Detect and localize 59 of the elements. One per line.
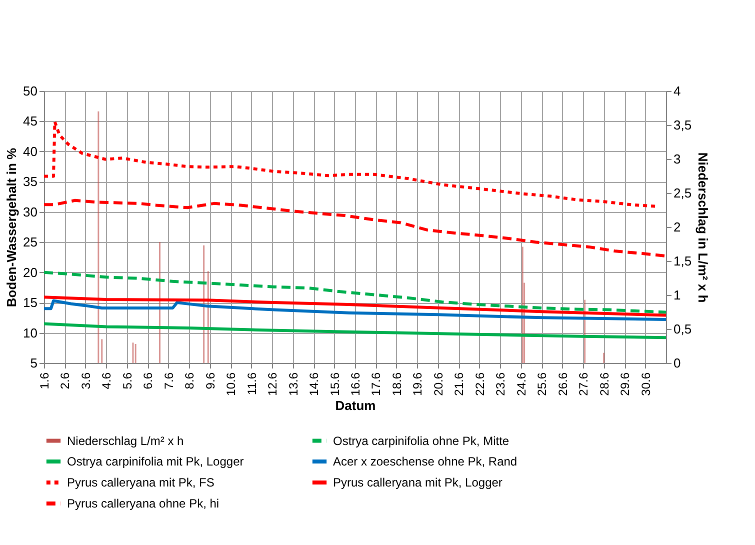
x-tick-label: 6.6	[141, 372, 156, 390]
y-tick-label: 45	[23, 114, 38, 129]
x-tick-label: 8.6	[182, 372, 197, 390]
x-tick-label: 27.6	[576, 372, 591, 396]
legend-label: Acer x zoeschense ohne Pk, Rand	[333, 454, 518, 468]
x-tick-label: 1.6	[38, 372, 52, 390]
y2-axis-title: Niederschlag in L/m² x h	[696, 152, 711, 303]
x-tick-label: 3.6	[78, 372, 93, 390]
x-tick-label: 18.6	[390, 372, 404, 396]
x-tick-label: 7.6	[162, 372, 176, 390]
y2-tick-label: 1	[674, 288, 681, 302]
x-tick-label: 17.6	[369, 372, 384, 396]
y-tick-label: 15	[23, 295, 38, 310]
y-tick-label: 40	[23, 144, 38, 159]
legend-label: Pyrus calleryana mit Pk, FS	[67, 476, 214, 490]
legend-label: Ostrya carpinifolia ohne Pk, Mitte	[333, 434, 510, 448]
legend-label: Ostrya carpinifolia mit Pk, Logger	[67, 454, 244, 468]
y2-tick-label: 3,5	[674, 118, 692, 132]
x-tick-label: 2.6	[58, 372, 72, 390]
x-tick-label: 12.6	[266, 372, 280, 396]
y-tick-label: 50	[23, 84, 38, 98]
x-tick-label: 11.6	[244, 372, 259, 395]
x-tick-label: 15.6	[328, 372, 342, 396]
x-tick-label: 22.6	[472, 372, 487, 396]
x-tick-label: 4.6	[100, 372, 114, 390]
y2-tick-label: 2,5	[674, 186, 692, 200]
y-tick-label: 25	[23, 234, 38, 250]
x-tick-label: 30.6	[638, 372, 653, 396]
legend-label: Niederschlag L/m² x h	[67, 434, 184, 448]
x-tick-label: 25.6	[535, 372, 550, 396]
x-tick-label: 5.6	[120, 372, 134, 390]
y2-tick-label: 3	[674, 152, 681, 166]
y2-tick-label: 0,5	[674, 322, 692, 336]
x-tick-label: 9.6	[203, 372, 218, 390]
y-tick-label: 20	[23, 264, 38, 280]
x-tick-label: 26.6	[556, 372, 570, 396]
y2-tick-label: 0	[674, 356, 681, 370]
y-axis-title: Boden-Wassergehalt in %	[4, 147, 20, 308]
y2-tick-label: 4	[674, 84, 681, 98]
y2-tick-label: 2	[674, 220, 681, 234]
x-tick-label: 19.6	[410, 372, 425, 396]
y-tick-label: 35	[23, 174, 38, 190]
x-tick-label: 16.6	[348, 372, 362, 396]
x-tick-label: 21.6	[452, 372, 466, 396]
y-tick-label: 30	[23, 204, 38, 220]
x-tick-label: 10.6	[224, 372, 238, 396]
x-tick-label: 29.6	[618, 372, 632, 396]
x-tick-label: 24.6	[514, 372, 528, 396]
y2-tick-label: 1,5	[674, 254, 692, 268]
legend-label: Pyrus calleryana ohne Pk, hi	[67, 496, 220, 510]
x-tick-label: 20.6	[431, 372, 446, 396]
y-tick-label: 10	[23, 325, 38, 340]
x-tick-label: 13.6	[286, 372, 300, 396]
legend-label: Pyrus calleryana mit Pk, Logger	[333, 476, 502, 490]
x-tick-label: 14.6	[307, 372, 322, 396]
x-tick-label: 23.6	[494, 372, 508, 396]
x-tick-label: 28.6	[597, 372, 612, 396]
y-tick-label: 5	[30, 356, 38, 370]
x-axis-title: Datum	[335, 398, 376, 413]
